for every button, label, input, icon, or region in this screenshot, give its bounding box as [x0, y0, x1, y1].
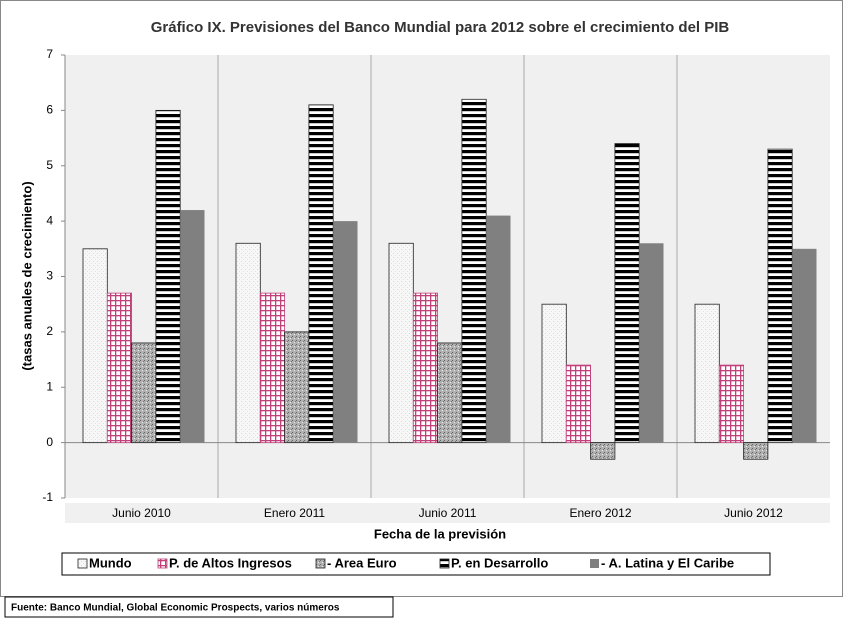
y-tick-label: 1 — [46, 379, 53, 393]
y-tick-label: 4 — [46, 213, 53, 227]
y-axis-label: (tasas anuales de crecimiento) — [19, 181, 34, 370]
x-tick-label: Junio 2010 — [112, 506, 171, 520]
bar — [792, 248, 817, 443]
bar — [259, 292, 285, 444]
y-tick-label: 3 — [46, 269, 53, 283]
x-tick-label: Junio 2011 — [419, 506, 477, 520]
bar — [180, 210, 205, 443]
source: Fuente: Banco Mundial, Global Economic P… — [11, 603, 340, 614]
legend-swatch — [439, 558, 450, 569]
y-tick-label: 0 — [46, 435, 53, 449]
source-box — [4, 596, 394, 618]
bar — [82, 248, 108, 444]
bar — [284, 331, 310, 444]
bar — [614, 143, 640, 444]
legend-box — [61, 552, 771, 576]
x-label-row — [65, 503, 830, 523]
bar — [541, 303, 567, 444]
legend-label: - A. Latina y El Caribe — [601, 555, 734, 570]
bar — [767, 148, 793, 444]
legend-swatch — [77, 558, 88, 569]
y-tick-label: 7 — [46, 47, 53, 61]
y-tick-label: 5 — [46, 158, 53, 172]
chart-title: Gráfico IX. Previsiones del Banco Mundia… — [151, 19, 730, 36]
x-tick-label: Junio 2012 — [724, 506, 783, 520]
legend-label: - Area Euro — [327, 555, 397, 570]
bar — [388, 242, 414, 444]
bar — [235, 242, 261, 444]
x-tick-label: Enero 2011 — [264, 506, 325, 520]
bar — [718, 364, 744, 444]
bar — [486, 215, 511, 443]
bar — [461, 98, 487, 444]
legend-label: P. en Desarrollo — [451, 555, 548, 570]
bar — [639, 243, 664, 443]
bar — [333, 221, 358, 443]
bar — [743, 442, 769, 460]
bar — [565, 364, 591, 444]
legend-label: Mundo — [89, 555, 132, 570]
y-tick-label: -1 — [42, 490, 53, 504]
bar — [155, 109, 181, 444]
bar — [694, 303, 720, 444]
legend-swatch — [315, 558, 326, 569]
bar — [437, 342, 463, 444]
x-tick-label: Enero 2012 — [569, 506, 631, 520]
y-tick-label: 6 — [46, 103, 53, 117]
bar — [412, 292, 438, 444]
legend-label: P. de Altos Ingresos — [169, 555, 292, 570]
legend-swatch — [157, 558, 168, 569]
x-axis-label: Fecha de la previsión — [374, 526, 506, 541]
bar — [106, 292, 133, 444]
legend-swatch — [590, 559, 599, 568]
bar — [308, 104, 334, 444]
bar — [590, 442, 616, 460]
y-tick-label: 2 — [46, 324, 53, 338]
bar — [131, 342, 157, 444]
